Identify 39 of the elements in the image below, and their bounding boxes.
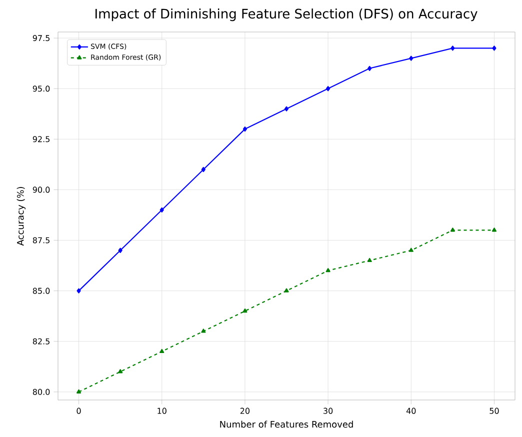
y-tick-label: 82.5 — [32, 338, 50, 344]
point — [368, 66, 372, 71]
point — [450, 228, 455, 232]
x-tick-label: 0 — [76, 408, 81, 414]
point — [408, 248, 414, 252]
point — [118, 248, 122, 253]
x-axis-title: Number of Features Removed — [220, 420, 353, 428]
x-tick-label: 10 — [158, 408, 166, 414]
point — [242, 126, 248, 132]
x-tick-label: 40 — [406, 408, 416, 414]
point — [450, 46, 455, 51]
y-tick-label: 95.0 — [32, 86, 50, 92]
point — [160, 207, 164, 212]
point — [409, 56, 414, 61]
point — [367, 258, 372, 262]
point — [284, 288, 289, 292]
y-tick-label: 90.0 — [32, 186, 50, 193]
point — [201, 328, 206, 333]
y-axis-title: Accuracy (%) — [16, 187, 26, 246]
point — [160, 348, 164, 354]
point — [118, 369, 123, 374]
point — [326, 86, 330, 92]
point — [76, 288, 81, 294]
point — [326, 268, 330, 272]
y-tick-label: 92.5 — [32, 136, 50, 142]
y-tick-label: 80.0 — [32, 388, 50, 395]
point — [492, 46, 496, 51]
x-tick-label: 20 — [240, 408, 250, 414]
point — [242, 308, 248, 313]
x-tick-label: 30 — [324, 408, 333, 414]
y-tick-label: 87.5 — [32, 237, 50, 244]
point — [284, 106, 289, 112]
point — [76, 389, 82, 394]
x-tick-label: 50 — [490, 408, 499, 414]
y-tick-label: 85.0 — [32, 288, 50, 294]
point — [492, 228, 497, 232]
point — [201, 166, 206, 172]
chart-title: Impact of Diminishing Feature Selection (DFS) on Accuracy — [96, 8, 478, 22]
y-tick-label: 97.5 — [32, 35, 50, 42]
